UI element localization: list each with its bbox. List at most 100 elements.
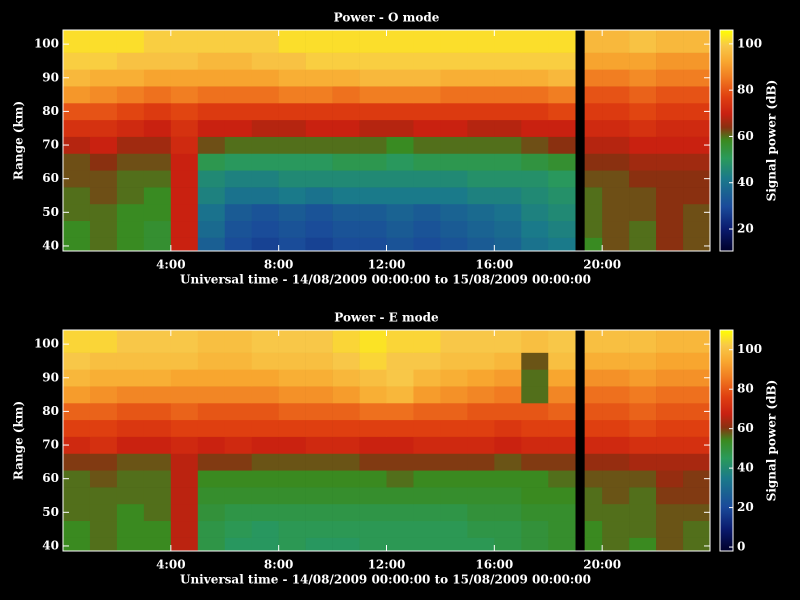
y-tick-label: 100 — [34, 337, 59, 351]
x-tick-label: 16:00 — [475, 558, 513, 572]
cell — [251, 203, 279, 222]
cell — [413, 69, 441, 87]
cell — [467, 30, 495, 53]
cell — [683, 220, 710, 238]
cell — [89, 153, 118, 171]
colorbar-tick-label: 100 — [737, 342, 762, 356]
cell — [251, 69, 279, 87]
cell — [224, 487, 253, 505]
colorbar-tick-label: 20 — [737, 222, 754, 236]
cell — [332, 470, 360, 488]
cell — [251, 153, 279, 171]
cell — [63, 170, 91, 188]
cell — [63, 369, 91, 387]
cell — [332, 220, 360, 238]
cell — [413, 119, 441, 137]
cell — [521, 520, 549, 538]
cell — [89, 102, 118, 121]
cell — [359, 330, 387, 353]
cell — [413, 153, 441, 171]
cell — [224, 470, 253, 488]
cell — [359, 352, 387, 370]
cell — [305, 330, 333, 353]
cell — [359, 520, 387, 538]
cell — [656, 436, 684, 454]
cell — [683, 170, 710, 188]
cell — [89, 187, 118, 205]
cell — [548, 69, 576, 87]
cell — [278, 203, 306, 222]
cell — [548, 352, 576, 370]
cell — [413, 86, 441, 104]
cell — [170, 537, 199, 551]
cell — [359, 537, 387, 551]
cell — [494, 119, 522, 137]
cell — [63, 52, 91, 70]
cell — [89, 170, 118, 188]
cell — [629, 136, 657, 154]
cell — [440, 220, 468, 238]
cell — [116, 419, 145, 437]
cell — [602, 187, 630, 205]
cell — [440, 102, 468, 121]
cell — [467, 352, 495, 370]
cell — [305, 136, 333, 154]
x-tick-label: 20:00 — [583, 258, 621, 272]
cell — [116, 453, 145, 471]
cell — [386, 419, 414, 437]
y-tick-label: 70 — [42, 138, 59, 152]
cell — [143, 503, 172, 522]
cell — [521, 119, 549, 137]
cell — [494, 102, 522, 121]
cell — [467, 470, 495, 488]
cell — [629, 102, 657, 121]
cell — [305, 153, 333, 171]
cell — [521, 537, 549, 551]
cell — [251, 503, 279, 522]
cell — [332, 487, 360, 505]
cell — [521, 153, 549, 171]
cell — [89, 52, 118, 70]
cell — [656, 203, 684, 222]
cell — [440, 487, 468, 505]
cell — [521, 470, 549, 488]
cell — [584, 187, 603, 205]
cell — [656, 352, 684, 370]
cell — [629, 352, 657, 370]
cell — [548, 203, 576, 222]
cell — [116, 330, 145, 353]
cell — [386, 487, 414, 505]
cell — [602, 52, 630, 70]
cell — [494, 352, 522, 370]
cell — [63, 86, 91, 104]
cell — [548, 402, 576, 421]
y-tick-label: 90 — [42, 70, 59, 84]
chart-title: Power - E mode — [334, 311, 439, 325]
cell — [224, 520, 253, 538]
cell — [656, 537, 684, 551]
cell — [89, 487, 118, 505]
cell — [251, 136, 279, 154]
cell — [305, 86, 333, 104]
colorbar-label: Signal power (dB) — [765, 380, 779, 502]
cell — [251, 352, 279, 370]
cell — [143, 436, 172, 454]
cell — [440, 537, 468, 551]
y-tick-label: 40 — [42, 538, 59, 552]
cell — [359, 220, 387, 238]
cell — [278, 220, 306, 238]
colorbar-tick-label: 60 — [737, 421, 754, 435]
cell — [386, 537, 414, 551]
cell — [197, 153, 226, 171]
cell — [440, 86, 468, 104]
cell — [602, 237, 630, 251]
cell — [116, 170, 145, 188]
cell — [521, 86, 549, 104]
cell — [332, 237, 360, 251]
cell — [584, 419, 603, 437]
cell — [63, 419, 91, 437]
cell — [332, 330, 360, 353]
cell — [251, 30, 279, 53]
cell — [548, 419, 576, 437]
